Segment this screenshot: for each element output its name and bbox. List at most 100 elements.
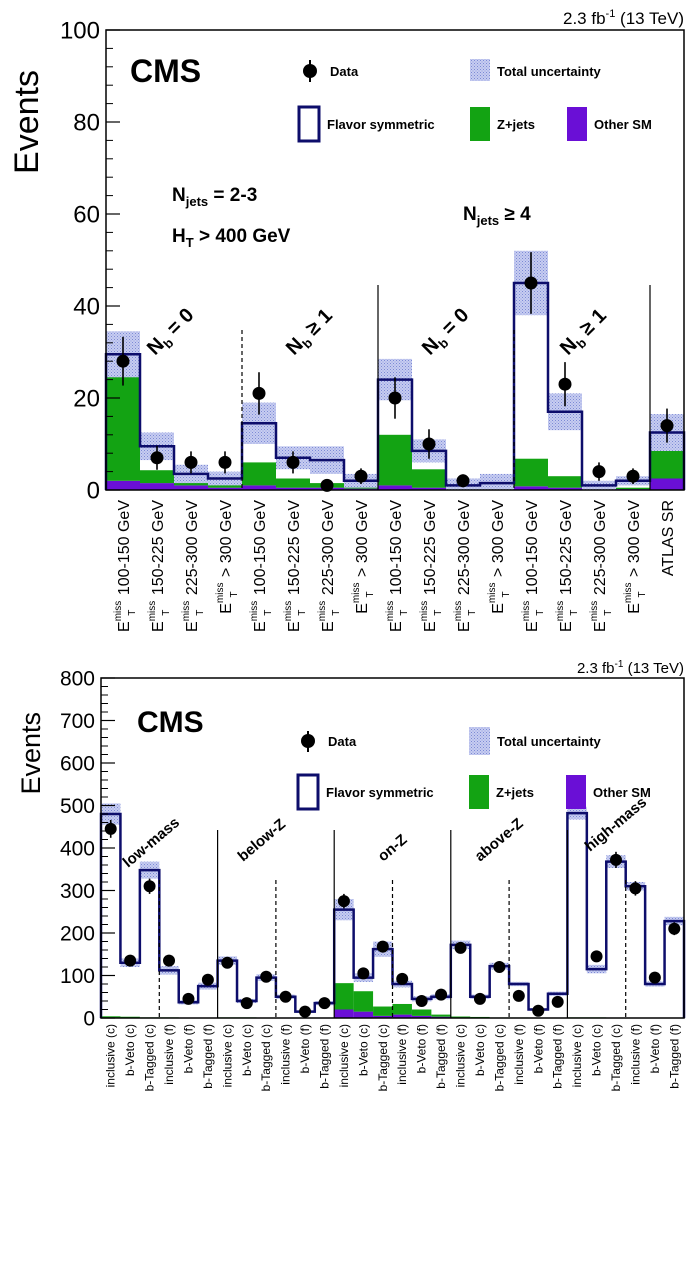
x-tick-label: inclusive (f) <box>512 1024 526 1085</box>
legend-zjets-swatch <box>470 107 490 141</box>
x-tick-label: Emiss T 100-150 GeV <box>521 500 546 632</box>
legend-unc-label: Total uncertainty <box>497 64 602 79</box>
y-tick-label: 100 <box>60 18 100 45</box>
bottom-y-axis-title: Events <box>16 712 46 795</box>
x-tick-label: b-Tagged (f) <box>201 1024 215 1089</box>
x-tick-label: inclusive (f) <box>628 1024 642 1085</box>
data-point <box>252 386 266 400</box>
y-tick-label: 700 <box>60 710 95 733</box>
other-sm-bar <box>276 487 310 490</box>
legend-zjets-label: Z+jets <box>497 117 535 132</box>
zjets-bar <box>616 487 650 490</box>
data-point <box>388 391 402 405</box>
nb1-label-left: Nb ≥ 1 <box>282 305 339 362</box>
data-point <box>354 469 368 483</box>
data-point <box>218 455 232 469</box>
x-tick-label: Emiss T > 300 GeV <box>351 500 376 614</box>
legend-flavor-swatch <box>296 773 320 811</box>
zjets-bar <box>412 469 446 488</box>
data-point <box>286 455 300 469</box>
other-sm-bar <box>650 478 684 490</box>
legend-other-label: Other SM <box>594 117 652 132</box>
legend-unc-swatch <box>469 727 490 755</box>
mass-region-label: high-mass <box>582 794 650 855</box>
data-point <box>182 992 195 1005</box>
data-point <box>422 437 436 451</box>
other-sm-bar <box>548 487 582 490</box>
x-tick-label: Emiss T > 300 GeV <box>623 500 648 614</box>
zjets-bar <box>242 462 276 486</box>
legend-other-swatch <box>567 107 587 141</box>
top-panel-plot <box>104 250 686 492</box>
x-tick-label: Emiss T > 300 GeV <box>215 500 240 614</box>
x-tick-label: Emiss T > 300 GeV <box>487 500 512 614</box>
data-point <box>626 469 640 483</box>
top-y-axis-title: Events <box>8 70 46 174</box>
y-tick-label: 600 <box>60 753 95 776</box>
data-point <box>184 455 198 469</box>
x-tick-label: inclusive (c) <box>337 1024 351 1087</box>
x-tick-label: b-Veto (c) <box>123 1024 137 1076</box>
other-sm-bar <box>412 487 446 490</box>
x-tick-label: b-Tagged (f) <box>667 1024 681 1089</box>
mass-region-label: on-Z <box>375 831 411 865</box>
data-point <box>320 478 334 492</box>
data-point <box>668 922 681 935</box>
y-tick-label: 80 <box>73 110 100 137</box>
y-tick-label: 0 <box>87 478 100 505</box>
data-point <box>609 853 622 866</box>
data-point <box>590 950 603 963</box>
y-tick-label: 500 <box>60 795 95 818</box>
x-tick-label: b-Tagged (f) <box>551 1024 565 1089</box>
bottom-lumi-label: 2.3 fb-1 (13 TeV) <box>577 659 684 677</box>
nb0-label-right: Nb = 0 <box>418 304 476 362</box>
legend-zjets-label: Z+jets <box>496 785 534 800</box>
zjets-bar <box>392 1003 412 1015</box>
x-tick-label: b-Veto (c) <box>590 1024 604 1076</box>
bottom-legend: Data Total uncertainty Flavor symmetric … <box>296 727 651 811</box>
y-tick-label: 300 <box>60 880 95 903</box>
x-tick-label: Emiss T 100-150 GeV <box>385 500 410 632</box>
data-point <box>473 992 486 1005</box>
data-point <box>435 988 448 1001</box>
legend-unc-swatch <box>470 59 490 81</box>
data-point <box>629 882 642 895</box>
data-point <box>163 954 176 967</box>
data-point <box>415 995 428 1007</box>
x-tick-label: b-Tagged (c) <box>143 1024 157 1091</box>
legend-data-label: Data <box>328 734 357 749</box>
x-tick-label: inclusive (f) <box>279 1024 293 1085</box>
y-tick-label: 60 <box>73 202 100 229</box>
legend-flavor-swatch <box>297 105 321 143</box>
x-tick-label: b-Veto (f) <box>298 1024 312 1073</box>
x-tick-label: Emiss T 225-300 GeV <box>589 500 614 632</box>
mass-region-label: below-Z <box>235 816 289 865</box>
legend-data-marker <box>303 64 317 78</box>
x-tick-label: inclusive (c) <box>104 1024 118 1087</box>
zjets-bar <box>373 1006 393 1016</box>
x-tick-label: inclusive (c) <box>220 1024 234 1087</box>
top-lumi-label: 2.3 fb-1 (13 TeV) <box>563 8 684 28</box>
y-tick-label: 800 <box>60 668 95 691</box>
x-tick-label: Emiss T 225-300 GeV <box>453 500 478 632</box>
legend-other-label: Other SM <box>593 785 651 800</box>
zjets-bar <box>548 476 582 488</box>
x-tick-label: b-Tagged (c) <box>492 1024 506 1091</box>
data-point <box>260 970 273 983</box>
zjets-bar <box>208 483 242 488</box>
x-tick-label: Emiss T 225-300 GeV <box>181 500 206 632</box>
x-tick-label: b-Tagged (c) <box>259 1024 273 1091</box>
zjets-bar <box>411 1009 432 1016</box>
other-sm-bar <box>106 480 140 490</box>
data-point <box>592 465 606 479</box>
x-tick-label: Emiss T 225-300 GeV <box>317 500 342 632</box>
data-point <box>299 1005 312 1018</box>
other-sm-bar <box>514 486 548 490</box>
data-point <box>318 997 331 1010</box>
x-tick-label: inclusive (f) <box>162 1024 176 1085</box>
data-point <box>124 954 137 967</box>
x-tick-label: Emiss T 100-150 GeV <box>113 500 138 632</box>
bottom-y-axis: 0 100 200 300 400 500 600 700 800 <box>60 668 115 1031</box>
zjets-bar <box>650 450 684 479</box>
